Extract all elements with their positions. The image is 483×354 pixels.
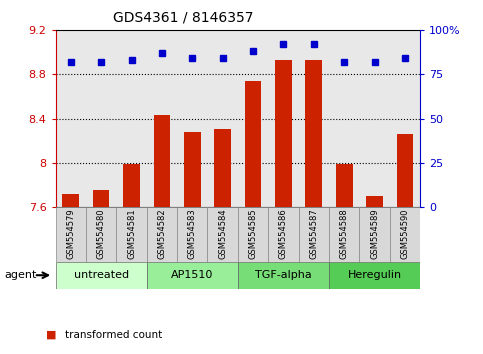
Text: GSM554579: GSM554579 <box>66 208 75 259</box>
Bar <box>93 190 110 207</box>
FancyBboxPatch shape <box>147 262 238 289</box>
FancyBboxPatch shape <box>238 207 268 262</box>
FancyBboxPatch shape <box>238 262 329 289</box>
Text: GSM554585: GSM554585 <box>249 208 257 259</box>
Bar <box>397 134 413 207</box>
Bar <box>214 129 231 207</box>
Text: Heregulin: Heregulin <box>348 270 402 280</box>
FancyBboxPatch shape <box>329 262 420 289</box>
FancyBboxPatch shape <box>390 207 420 262</box>
Bar <box>366 196 383 207</box>
FancyBboxPatch shape <box>329 207 359 262</box>
Text: GSM554587: GSM554587 <box>309 208 318 259</box>
Bar <box>62 194 79 207</box>
Bar <box>184 132 200 207</box>
Text: GSM554583: GSM554583 <box>188 208 197 259</box>
Text: GSM554586: GSM554586 <box>279 208 288 259</box>
Text: TGF-alpha: TGF-alpha <box>255 270 312 280</box>
Bar <box>305 60 322 207</box>
FancyBboxPatch shape <box>56 207 86 262</box>
FancyBboxPatch shape <box>147 207 177 262</box>
FancyBboxPatch shape <box>298 207 329 262</box>
FancyBboxPatch shape <box>208 207 238 262</box>
FancyBboxPatch shape <box>177 207 208 262</box>
FancyBboxPatch shape <box>268 207 298 262</box>
Bar <box>245 81 261 207</box>
Bar <box>275 60 292 207</box>
Text: AP1510: AP1510 <box>171 270 213 280</box>
FancyBboxPatch shape <box>86 207 116 262</box>
Text: untreated: untreated <box>73 270 128 280</box>
Text: ■: ■ <box>46 330 57 339</box>
Text: GSM554580: GSM554580 <box>97 208 106 259</box>
Text: GSM554589: GSM554589 <box>370 208 379 259</box>
Bar <box>336 164 353 207</box>
Text: GSM554588: GSM554588 <box>340 208 349 259</box>
Text: GSM554582: GSM554582 <box>157 208 167 259</box>
FancyBboxPatch shape <box>56 262 147 289</box>
Text: GSM554590: GSM554590 <box>400 208 410 259</box>
FancyBboxPatch shape <box>359 207 390 262</box>
Bar <box>154 115 170 207</box>
Text: GSM554584: GSM554584 <box>218 208 227 259</box>
Bar <box>123 164 140 207</box>
Text: GDS4361 / 8146357: GDS4361 / 8146357 <box>114 11 254 25</box>
FancyBboxPatch shape <box>116 207 147 262</box>
Text: GSM554581: GSM554581 <box>127 208 136 259</box>
Text: agent: agent <box>5 270 37 280</box>
Text: transformed count: transformed count <box>65 330 162 339</box>
